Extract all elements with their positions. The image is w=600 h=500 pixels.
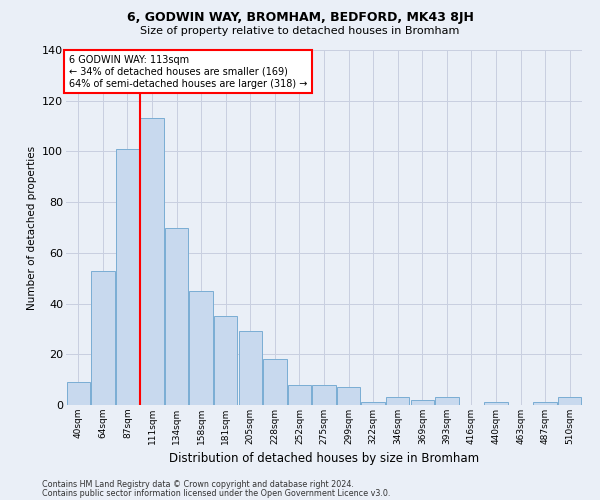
Text: 6 GODWIN WAY: 113sqm
← 34% of detached houses are smaller (169)
64% of semi-deta: 6 GODWIN WAY: 113sqm ← 34% of detached h… <box>68 56 307 88</box>
Bar <box>533 402 557 405</box>
Bar <box>337 387 360 405</box>
Text: Size of property relative to detached houses in Bromham: Size of property relative to detached ho… <box>140 26 460 36</box>
Bar <box>140 118 164 405</box>
Bar <box>91 270 115 405</box>
Text: Contains HM Land Registry data © Crown copyright and database right 2024.: Contains HM Land Registry data © Crown c… <box>42 480 354 489</box>
Bar <box>558 398 581 405</box>
Bar <box>313 384 335 405</box>
Bar <box>190 291 213 405</box>
Bar <box>67 382 90 405</box>
Bar <box>116 149 139 405</box>
Bar <box>288 384 311 405</box>
Bar <box>165 228 188 405</box>
Bar <box>410 400 434 405</box>
X-axis label: Distribution of detached houses by size in Bromham: Distribution of detached houses by size … <box>169 452 479 466</box>
Bar <box>214 316 238 405</box>
Bar <box>386 398 409 405</box>
Text: Contains public sector information licensed under the Open Government Licence v3: Contains public sector information licen… <box>42 488 391 498</box>
Bar <box>361 402 385 405</box>
Bar <box>484 402 508 405</box>
Bar <box>435 398 458 405</box>
Bar <box>239 332 262 405</box>
Y-axis label: Number of detached properties: Number of detached properties <box>26 146 37 310</box>
Bar <box>263 360 287 405</box>
Text: 6, GODWIN WAY, BROMHAM, BEDFORD, MK43 8JH: 6, GODWIN WAY, BROMHAM, BEDFORD, MK43 8J… <box>127 11 473 24</box>
